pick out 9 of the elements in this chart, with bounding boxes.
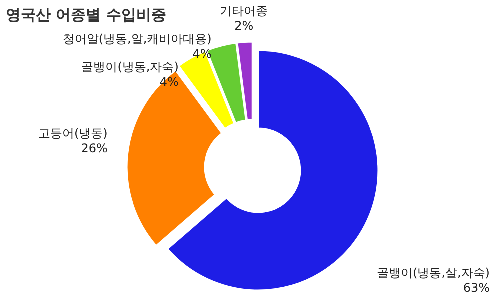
slice-label: 청어알(냉동,알,캐비아대용) [62,32,212,46]
slice-label: 골뱅이(냉동,살,자숙) [377,266,490,280]
chart-title: 영국산 어종별 수입비중 [6,6,166,24]
slice-label: 골뱅이(냉동,자숙) [82,60,179,74]
data-label: 26% [81,141,108,156]
slice-label: 고등어(냉동) [38,126,108,140]
data-label: 63% [463,281,490,295]
slice-label: 기타어종 [220,4,268,18]
data-label: 2% [234,19,254,33]
